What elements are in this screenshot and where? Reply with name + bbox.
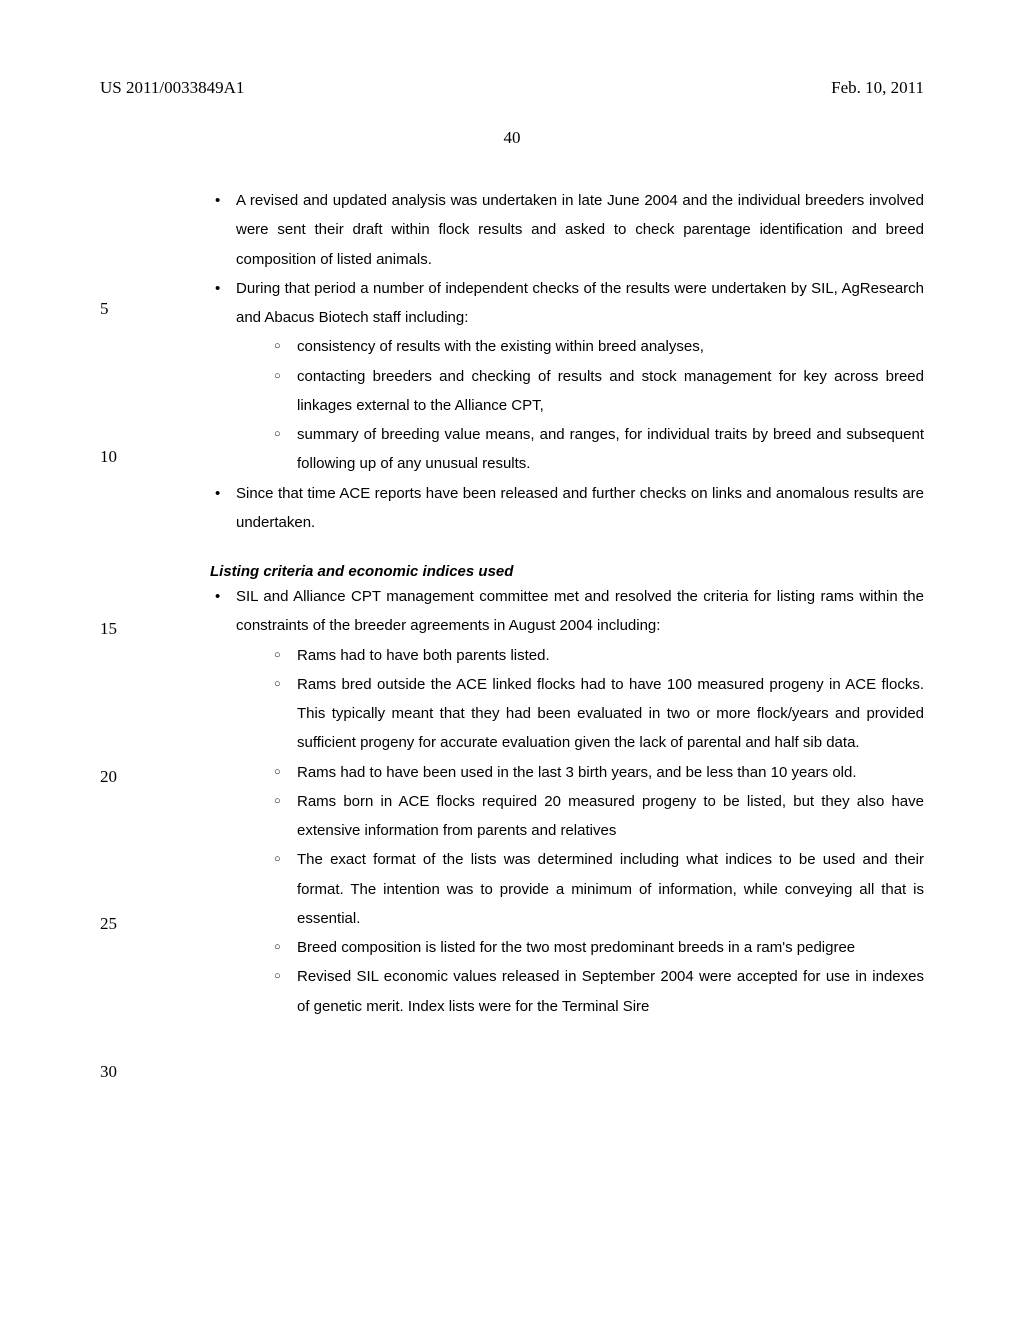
bullet-item: Since that time ACE reports have been re… (210, 479, 924, 538)
line-number-20: 20 (100, 768, 117, 785)
listing-bullet-list: SIL and Alliance CPT management committe… (210, 582, 924, 1021)
sub-bullet-item: consistency of results with the existing… (271, 332, 924, 361)
sub-bullet-list: Rams had to have both parents listed. Ra… (271, 641, 924, 1021)
sub-bullet-list: consistency of results with the existing… (271, 332, 924, 478)
sub-bullet-text: contacting breeders and checking of resu… (297, 368, 924, 414)
page-content: A revised and updated analysis was under… (100, 186, 924, 1021)
line-number-30: 30 (100, 1063, 117, 1080)
sub-bullet-text: Rams had to have both parents listed. (297, 647, 550, 664)
sub-bullet-item: Breed composition is listed for the two … (271, 933, 924, 962)
sub-bullet-item: Revised SIL economic values released in … (271, 962, 924, 1021)
bullet-item: During that period a number of independe… (210, 274, 924, 479)
bullet-text: Since that time ACE reports have been re… (236, 485, 924, 531)
sub-bullet-item: contacting breeders and checking of resu… (271, 362, 924, 421)
sub-bullet-text: Rams bred outside the ACE linked flocks … (297, 676, 924, 752)
sub-bullet-item: Rams bred outside the ACE linked flocks … (271, 670, 924, 758)
sub-bullet-item: summary of breeding value means, and ran… (271, 420, 924, 479)
sub-bullet-text: Revised SIL economic values released in … (297, 968, 924, 1014)
sub-bullet-text: consistency of results with the existing… (297, 338, 704, 355)
bullet-text: During that period a number of independe… (236, 280, 924, 326)
publication-number: US 2011/0033849A1 (100, 78, 244, 98)
document-header: US 2011/0033849A1 Feb. 10, 2011 (100, 78, 924, 98)
sub-bullet-item: The exact format of the lists was determ… (271, 845, 924, 933)
bullet-text: SIL and Alliance CPT management committe… (236, 588, 924, 634)
sub-bullet-text: The exact format of the lists was determ… (297, 851, 924, 927)
publication-date: Feb. 10, 2011 (831, 78, 924, 98)
line-number-5: 5 (100, 300, 109, 317)
line-number-25: 25 (100, 915, 117, 932)
bullet-text: A revised and updated analysis was under… (236, 192, 924, 268)
sub-bullet-text: Breed composition is listed for the two … (297, 939, 855, 956)
top-bullet-list: A revised and updated analysis was under… (210, 186, 924, 537)
sub-bullet-text: summary of breeding value means, and ran… (297, 426, 924, 472)
page-number: 40 (100, 128, 924, 148)
sub-bullet-text: Rams had to have been used in the last 3… (297, 764, 857, 781)
section-heading: Listing criteria and economic indices us… (210, 563, 924, 580)
sub-bullet-text: Rams born in ACE flocks required 20 meas… (297, 793, 924, 839)
sub-bullet-item: Rams born in ACE flocks required 20 meas… (271, 787, 924, 846)
line-number-10: 10 (100, 448, 117, 465)
bullet-item: A revised and updated analysis was under… (210, 186, 924, 274)
sub-bullet-item: Rams had to have both parents listed. (271, 641, 924, 670)
line-number-15: 15 (100, 620, 117, 637)
bullet-item: SIL and Alliance CPT management committe… (210, 582, 924, 1021)
sub-bullet-item: Rams had to have been used in the last 3… (271, 758, 924, 787)
